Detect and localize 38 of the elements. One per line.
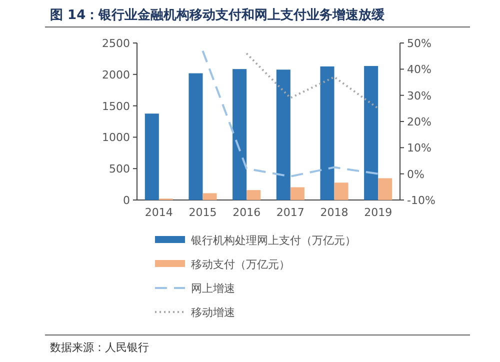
y2-tick-label: 10% xyxy=(407,142,432,155)
legend-label: 银行机构处理网上支付（万亿元） xyxy=(190,234,356,247)
y2-tick-label: -10% xyxy=(407,194,436,207)
y-tick-label: 1500 xyxy=(102,100,130,113)
legend-label: 移动支付（万亿元） xyxy=(191,258,290,271)
bar xyxy=(246,190,261,200)
y2-tick-label: 40% xyxy=(407,63,432,76)
legend-label: 移动增速 xyxy=(191,306,235,319)
legend-label: 网上增速 xyxy=(191,282,235,295)
y2-tick-label: 0% xyxy=(407,168,424,181)
x-tick-label: 2019 xyxy=(364,206,392,219)
line-series xyxy=(246,52,380,110)
y-tick-label: 0 xyxy=(123,194,130,207)
x-tick-label: 2018 xyxy=(320,206,348,219)
y-tick-label: 1000 xyxy=(102,131,130,144)
bar xyxy=(202,193,217,200)
bar xyxy=(276,70,290,200)
x-tick-label: 2016 xyxy=(232,206,261,219)
bar xyxy=(320,66,334,200)
x-tick-label: 2017 xyxy=(276,206,304,219)
bar xyxy=(364,66,378,200)
bar xyxy=(188,73,203,200)
chart-title: 图 14：银行业金融机构移动支付和网上支付业务增速放缓 xyxy=(50,7,386,23)
y2-tick-label: 30% xyxy=(407,89,432,102)
line-series xyxy=(202,50,380,178)
x-tick-label: 2015 xyxy=(188,206,217,219)
y-tick-label: 500 xyxy=(109,162,130,176)
bar xyxy=(144,114,159,200)
y-tick-label: 2500 xyxy=(102,37,130,50)
x-tick-label: 2014 xyxy=(144,206,173,219)
bar xyxy=(378,178,392,200)
bar xyxy=(232,69,247,200)
y-tick-label: 2000 xyxy=(102,68,130,82)
source-note: 数据来源：人民银行 xyxy=(50,341,149,354)
y2-tick-label: 20% xyxy=(407,116,432,128)
bar xyxy=(334,182,348,200)
y2-tick-label: 50% xyxy=(407,37,432,50)
bar xyxy=(290,187,304,200)
